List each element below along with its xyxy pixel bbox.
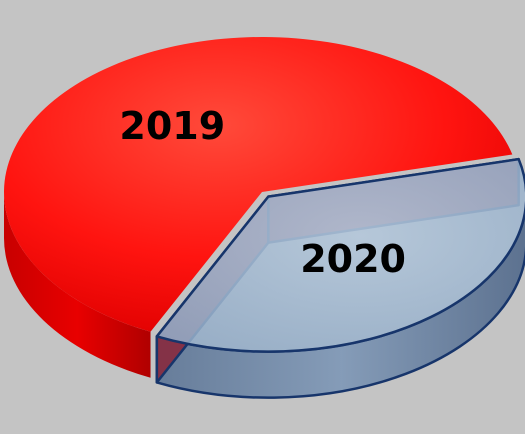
pie-label-2020: 2020 xyxy=(300,237,406,281)
pie-slice-2020 xyxy=(155,157,525,353)
pie-side-2019 xyxy=(4,192,151,378)
pie-labels: 2019 2020 xyxy=(119,104,406,281)
pie-label-2019: 2019 xyxy=(119,104,225,148)
pie-slice-2019 xyxy=(4,36,513,332)
pie-tops xyxy=(4,36,525,353)
